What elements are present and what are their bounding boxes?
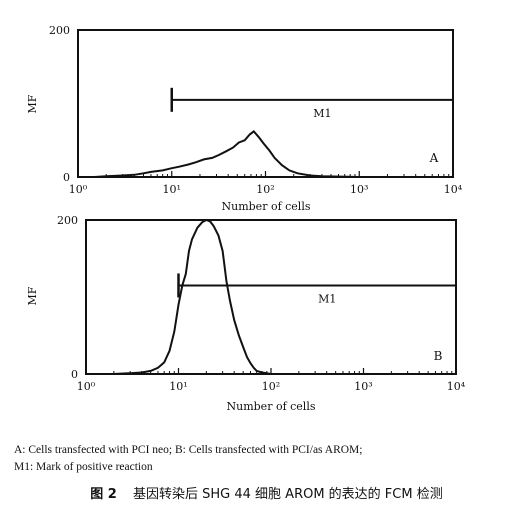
marker-label-a: M1 xyxy=(313,107,331,120)
plot-frame-a xyxy=(77,29,454,178)
x-ticks-b: 10⁰ 10¹ 10² 10³ 10⁴ xyxy=(77,368,466,393)
panel-label-a: A xyxy=(429,151,439,165)
histogram-curve-b xyxy=(86,218,456,375)
x-tick-label-a-1: 10¹ xyxy=(163,183,181,196)
y-tick-label-a-bottom: 0 xyxy=(63,171,70,184)
x-ticks-a: 10⁰ 10¹ 10² 10³ 10⁴ xyxy=(69,171,463,196)
histogram-curve-a xyxy=(78,130,453,178)
fcm-figure: MF 200 0 Number of cells A 10⁰ 10¹ 10² 10³ 1… xyxy=(26,24,466,413)
x-axis-title-a: Number of cells xyxy=(222,200,311,213)
marker-m1-b: M1 xyxy=(177,273,456,305)
chart-panel-b: MF 200 0 Number of cells B 10⁰ 10¹ 10² 10³ 1… xyxy=(26,214,466,413)
chart-panel-a: MF 200 0 Number of cells A 10⁰ 10¹ 10² 10³ 1… xyxy=(26,24,463,213)
x-tick-label-a-4: 10⁴ xyxy=(444,183,463,196)
y-axis-title-b: MF xyxy=(26,286,39,305)
y-tick-label-b-top: 200 xyxy=(57,214,78,227)
x-tick-label-a-3: 10³ xyxy=(350,183,368,196)
caption-line-2: M1: Mark of positive reaction xyxy=(14,461,153,473)
y-axis-title-a: MF xyxy=(26,94,39,113)
y-tick-label-a-top: 200 xyxy=(49,24,70,37)
figure-title-text: 基因转染后 SHG 44 细胞 AROM 的表达的 FCM 检测 xyxy=(133,487,443,502)
x-axis-title-b: Number of cells xyxy=(227,400,316,413)
figure-number: 图 2 xyxy=(90,487,117,502)
x-tick-label-b-3: 10³ xyxy=(354,380,372,393)
marker-label-b: M1 xyxy=(318,292,336,305)
figure-title: 图 2 基因转染后 SHG 44 细胞 AROM 的表达的 FCM 检测 xyxy=(14,483,519,502)
x-tick-label-a-0: 10⁰ xyxy=(69,183,88,196)
plot-frame-b xyxy=(85,219,457,375)
x-tick-label-b-4: 10⁴ xyxy=(447,380,466,393)
x-tick-label-a-2: 10² xyxy=(256,183,274,196)
caption-line-1: A: Cells transfected with PCI neo; B: Ce… xyxy=(14,444,363,456)
y-tick-label-b-bottom: 0 xyxy=(71,368,78,381)
panel-label-b: B xyxy=(434,349,443,363)
marker-m1-a: M1 xyxy=(170,87,453,120)
x-tick-label-b-1: 10¹ xyxy=(169,380,187,393)
x-tick-label-b-2: 10² xyxy=(262,380,280,393)
x-tick-label-b-0: 10⁰ xyxy=(77,380,96,393)
